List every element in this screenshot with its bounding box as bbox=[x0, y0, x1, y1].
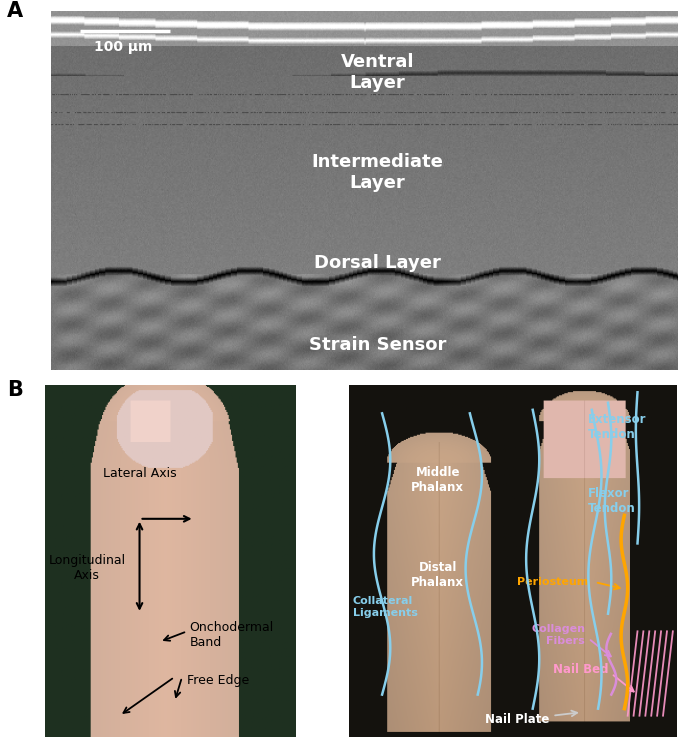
Text: Nail Plate: Nail Plate bbox=[485, 713, 549, 726]
Text: Free Edge: Free Edge bbox=[187, 674, 249, 687]
Text: Longitudinal
Axis: Longitudinal Axis bbox=[49, 554, 125, 582]
Text: A: A bbox=[7, 1, 23, 22]
Text: Strain Sensor: Strain Sensor bbox=[309, 336, 446, 354]
Text: B: B bbox=[7, 380, 23, 400]
Text: Collagen
Fibers: Collagen Fibers bbox=[531, 624, 585, 646]
Text: Intermediate
Layer: Intermediate Layer bbox=[312, 153, 443, 192]
Text: 100 μm: 100 μm bbox=[95, 40, 153, 54]
Text: Collateral
Ligaments: Collateral Ligaments bbox=[353, 596, 417, 618]
Text: Nail Bed: Nail Bed bbox=[553, 663, 608, 676]
Text: Onchodermal
Band: Onchodermal Band bbox=[190, 621, 274, 649]
Text: Extensor
Tendon: Extensor Tendon bbox=[588, 414, 647, 441]
Text: Middle
Phalanx: Middle Phalanx bbox=[411, 466, 464, 494]
Text: Dorsal Layer: Dorsal Layer bbox=[314, 254, 440, 272]
Text: Ventral
Layer: Ventral Layer bbox=[340, 53, 414, 92]
Text: Distal
Phalanx: Distal Phalanx bbox=[411, 561, 464, 589]
Text: Flexor
Tendon: Flexor Tendon bbox=[588, 487, 636, 515]
Text: Periosteum: Periosteum bbox=[517, 577, 588, 587]
Text: Lateral Axis: Lateral Axis bbox=[103, 467, 176, 479]
